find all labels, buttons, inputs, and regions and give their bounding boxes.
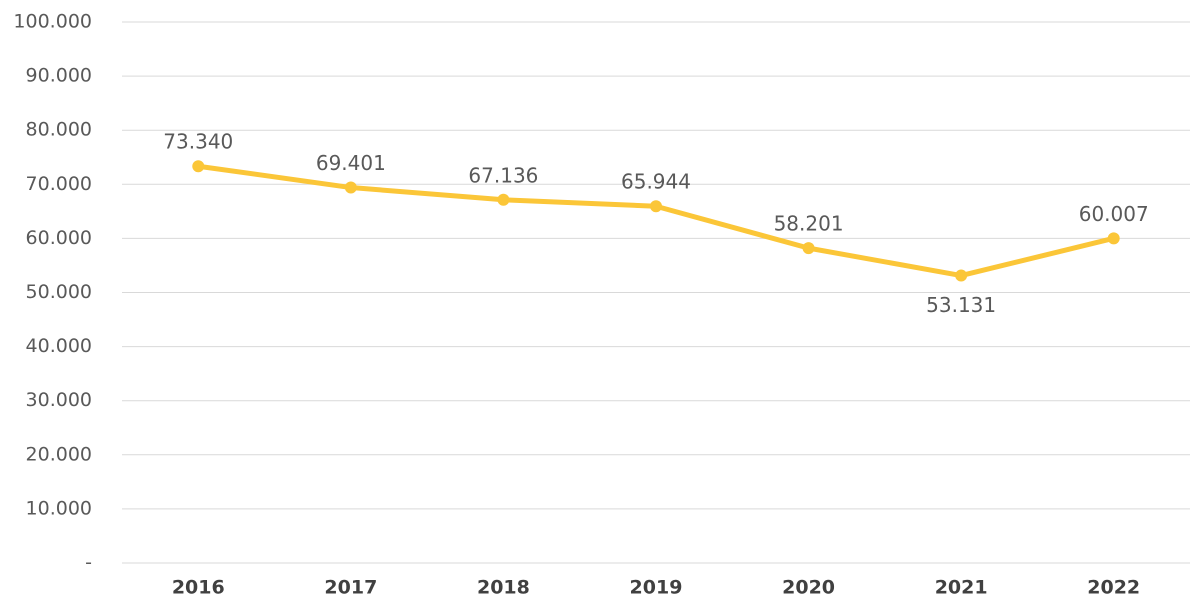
data-label: 60.007 bbox=[1079, 202, 1149, 226]
data-label: 53.131 bbox=[926, 293, 996, 317]
point bbox=[802, 242, 815, 255]
point bbox=[1107, 232, 1120, 245]
point bbox=[192, 160, 205, 173]
y-tick-label: 90.000 bbox=[26, 65, 92, 87]
data-label: 73.340 bbox=[163, 130, 233, 154]
x-tick-label: 2021 bbox=[935, 577, 988, 599]
x-tick-label: 2022 bbox=[1087, 577, 1140, 599]
x-tick-label: 2016 bbox=[172, 577, 225, 599]
y-tick-label: 70.000 bbox=[26, 173, 92, 195]
x-tick-label: 2019 bbox=[630, 577, 683, 599]
y-tick-label: 100.000 bbox=[13, 11, 92, 33]
point bbox=[650, 200, 662, 213]
y-tick-label: 40.000 bbox=[26, 335, 92, 357]
y-tick-label: 30.000 bbox=[26, 389, 92, 411]
x-tick-label: 2020 bbox=[782, 577, 835, 599]
point bbox=[955, 269, 968, 282]
y-tick-label: - bbox=[85, 552, 92, 574]
data-label: 65.944 bbox=[621, 170, 691, 194]
y-tick-label: 60.000 bbox=[26, 227, 92, 249]
y-tick-label: 20.000 bbox=[26, 443, 92, 465]
x-tick-label: 2017 bbox=[324, 577, 377, 599]
data-label: 58.201 bbox=[774, 212, 844, 236]
data-label: 69.401 bbox=[316, 151, 386, 175]
y-tick-label: 10.000 bbox=[26, 497, 92, 519]
y-tick-label: 80.000 bbox=[26, 119, 92, 141]
data-label: 67.136 bbox=[468, 163, 538, 187]
point bbox=[497, 193, 510, 206]
y-tick-label: 50.000 bbox=[26, 281, 92, 303]
x-tick-label: 2018 bbox=[477, 577, 530, 599]
point bbox=[344, 181, 357, 194]
